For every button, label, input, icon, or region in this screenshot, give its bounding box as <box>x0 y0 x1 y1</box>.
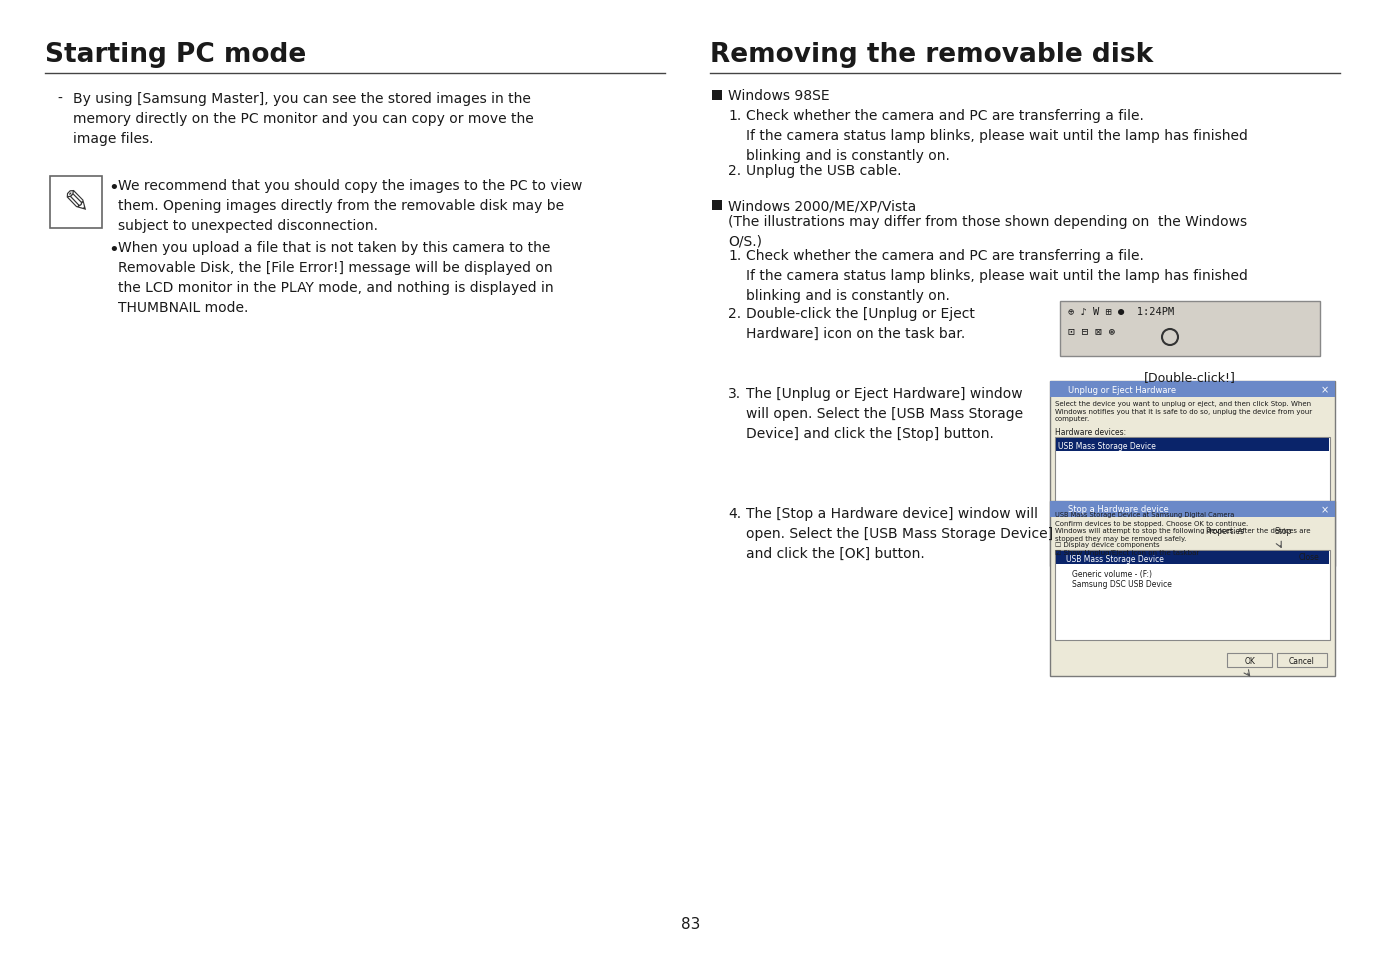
Text: -: - <box>57 91 62 106</box>
Text: USB Mass Storage Device at Samsung Digital Camera: USB Mass Storage Device at Samsung Digit… <box>1055 512 1235 517</box>
Text: Confirm devices to be stopped. Choose OK to continue.
Windows will attempt to st: Confirm devices to be stopped. Choose OK… <box>1055 520 1311 541</box>
Text: USB Mass Storage Device: USB Mass Storage Device <box>1058 441 1156 450</box>
Bar <box>713 91 722 101</box>
Text: ×: × <box>1320 504 1329 515</box>
Text: OK: OK <box>1244 656 1255 665</box>
Text: 1.: 1. <box>728 109 742 123</box>
Text: Close: Close <box>1298 553 1319 562</box>
Text: Windows 98SE: Windows 98SE <box>728 89 830 103</box>
Text: Samsung DSC USB Device: Samsung DSC USB Device <box>1072 579 1172 588</box>
Text: Windows 2000/ME/XP/Vista: Windows 2000/ME/XP/Vista <box>728 199 916 213</box>
Text: Unplug the USB cable.: Unplug the USB cable. <box>746 164 902 178</box>
Text: Hardware devices:: Hardware devices: <box>1055 428 1126 436</box>
Text: •: • <box>108 179 119 196</box>
Text: Check whether the camera and PC are transferring a file.
If the camera status la: Check whether the camera and PC are tran… <box>746 109 1248 163</box>
Text: When you upload a file that is not taken by this camera to the
Removable Disk, t: When you upload a file that is not taken… <box>117 241 554 314</box>
Text: 83: 83 <box>681 916 700 931</box>
Bar <box>1259 524 1305 538</box>
Bar <box>1050 381 1335 397</box>
Bar <box>1050 501 1335 677</box>
Bar <box>1290 552 1329 563</box>
Text: ⊕ ♪ W ⊞ ●  1:24PM: ⊕ ♪ W ⊞ ● 1:24PM <box>1068 307 1174 316</box>
Text: ×: × <box>1320 385 1329 395</box>
Text: (The illustrations may differ from those shown depending on  the Windows
O/S.): (The illustrations may differ from those… <box>728 214 1247 248</box>
Bar <box>1061 302 1320 356</box>
Text: [Double-click!]: [Double-click!] <box>1143 371 1236 384</box>
Text: Select the device you want to unplug or eject, and then click Stop. When
Windows: Select the device you want to unplug or … <box>1055 400 1312 421</box>
Bar <box>1056 552 1329 564</box>
Text: 2.: 2. <box>728 164 742 178</box>
Text: By using [Samsung Master], you can see the stored images in the
memory directly : By using [Samsung Master], you can see t… <box>73 91 533 146</box>
Bar <box>1195 524 1255 538</box>
Text: ✎: ✎ <box>64 189 88 217</box>
Text: The [Stop a Hardware device] window will
open. Select the [USB Mass Storage Devi: The [Stop a Hardware device] window will… <box>746 506 1054 560</box>
Text: The [Unplug or Eject Hardware] window
will open. Select the [USB Mass Storage
De: The [Unplug or Eject Hardware] window wi… <box>746 387 1023 440</box>
Text: 3.: 3. <box>728 387 742 400</box>
Text: 2.: 2. <box>728 307 742 320</box>
Text: Check whether the camera and PC are transferring a file.
If the camera status la: Check whether the camera and PC are tran… <box>746 249 1248 303</box>
Bar <box>1277 654 1327 667</box>
Text: ⊡ ⊟ ⊠ ⊛: ⊡ ⊟ ⊠ ⊛ <box>1068 327 1116 336</box>
Bar <box>1226 654 1272 667</box>
Text: Properties: Properties <box>1206 527 1244 536</box>
Text: USB Mass Storage Device: USB Mass Storage Device <box>1066 554 1164 563</box>
Text: 4.: 4. <box>728 506 742 520</box>
Text: •: • <box>108 241 119 258</box>
Text: Generic volume - (F:): Generic volume - (F:) <box>1072 569 1152 578</box>
Text: Stop: Stop <box>1275 527 1291 536</box>
Bar <box>50 177 102 229</box>
Bar <box>1056 438 1329 452</box>
Text: ☐ Display device components: ☐ Display device components <box>1055 541 1160 547</box>
Bar <box>1050 501 1335 517</box>
Bar <box>713 201 722 211</box>
Bar <box>1055 437 1330 507</box>
Bar <box>1050 381 1335 566</box>
Text: Stop a Hardware device: Stop a Hardware device <box>1068 505 1168 514</box>
Text: 1.: 1. <box>728 249 742 263</box>
Text: Double-click the [Unplug or Eject
Hardware] icon on the task bar.: Double-click the [Unplug or Eject Hardwa… <box>746 307 975 340</box>
Text: We recommend that you should copy the images to the PC to view
them. Opening ima: We recommend that you should copy the im… <box>117 179 583 233</box>
Text: Unplug or Eject Hardware: Unplug or Eject Hardware <box>1068 385 1177 395</box>
Text: Removing the removable disk: Removing the removable disk <box>710 42 1153 68</box>
Text: ☑ Show Unplug/Eject icon on the taskbar: ☑ Show Unplug/Eject icon on the taskbar <box>1055 550 1199 556</box>
Text: Starting PC mode: Starting PC mode <box>46 42 307 68</box>
Text: Cancel: Cancel <box>1288 656 1315 665</box>
Bar <box>1055 551 1330 640</box>
